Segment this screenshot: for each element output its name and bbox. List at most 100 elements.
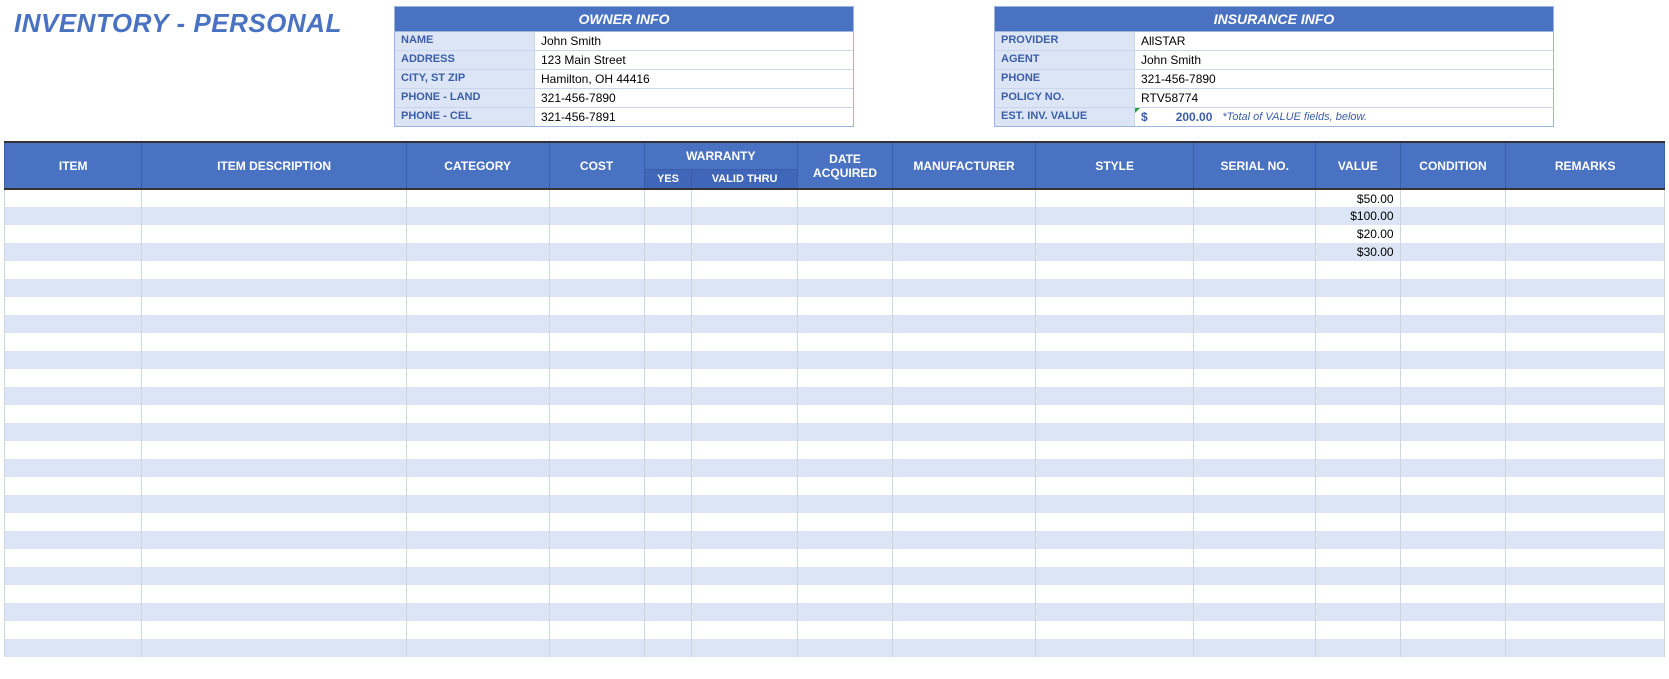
- table-cell[interactable]: [406, 585, 549, 603]
- table-cell[interactable]: [142, 207, 406, 225]
- col-serial[interactable]: SERIAL NO.: [1194, 142, 1316, 189]
- table-cell[interactable]: [1506, 549, 1665, 567]
- table-cell[interactable]: [644, 459, 692, 477]
- table-cell[interactable]: [644, 369, 692, 387]
- table-cell[interactable]: [1194, 225, 1316, 243]
- table-cell[interactable]: [1316, 333, 1401, 351]
- table-cell[interactable]: [142, 297, 406, 315]
- table-cell[interactable]: [797, 477, 892, 495]
- table-cell[interactable]: [893, 603, 1036, 621]
- table-cell[interactable]: [692, 531, 798, 549]
- table-cell[interactable]: [1506, 585, 1665, 603]
- table-cell[interactable]: [1400, 513, 1506, 531]
- table-cell[interactable]: [1400, 531, 1506, 549]
- table-cell[interactable]: [406, 333, 549, 351]
- table-cell[interactable]: [1506, 531, 1665, 549]
- table-cell[interactable]: [1400, 387, 1506, 405]
- table-cell[interactable]: [1035, 441, 1194, 459]
- table-cell[interactable]: [142, 531, 406, 549]
- table-cell[interactable]: [549, 369, 644, 387]
- table-cell[interactable]: [644, 405, 692, 423]
- table-cell[interactable]: [797, 639, 892, 657]
- table-cell[interactable]: [1400, 585, 1506, 603]
- table-cell[interactable]: [893, 279, 1036, 297]
- table-cell[interactable]: [549, 495, 644, 513]
- col-date-acquired[interactable]: DATE ACQUIRED: [797, 142, 892, 189]
- col-style[interactable]: STYLE: [1035, 142, 1194, 189]
- table-row[interactable]: [5, 315, 1665, 333]
- table-cell[interactable]: [797, 333, 892, 351]
- table-cell[interactable]: [5, 603, 142, 621]
- table-cell[interactable]: $100.00: [1316, 207, 1401, 225]
- table-cell[interactable]: [1316, 567, 1401, 585]
- table-cell[interactable]: [692, 639, 798, 657]
- table-cell[interactable]: [893, 495, 1036, 513]
- table-cell[interactable]: [797, 423, 892, 441]
- table-cell[interactable]: [142, 243, 406, 261]
- table-cell[interactable]: [1506, 405, 1665, 423]
- table-cell[interactable]: [797, 549, 892, 567]
- table-cell[interactable]: [549, 243, 644, 261]
- table-cell[interactable]: [1035, 459, 1194, 477]
- table-cell[interactable]: [1400, 495, 1506, 513]
- table-cell[interactable]: [1194, 351, 1316, 369]
- table-row[interactable]: [5, 495, 1665, 513]
- table-cell[interactable]: [1035, 297, 1194, 315]
- table-row[interactable]: [5, 567, 1665, 585]
- table-row[interactable]: [5, 513, 1665, 531]
- table-cell[interactable]: [893, 351, 1036, 369]
- col-warranty[interactable]: WARRANTY: [644, 142, 797, 170]
- table-row[interactable]: [5, 441, 1665, 459]
- table-cell[interactable]: [549, 513, 644, 531]
- table-cell[interactable]: [142, 495, 406, 513]
- table-cell[interactable]: [1035, 513, 1194, 531]
- table-cell[interactable]: [549, 567, 644, 585]
- table-cell[interactable]: [1400, 405, 1506, 423]
- table-cell[interactable]: [1400, 333, 1506, 351]
- table-cell[interactable]: [549, 333, 644, 351]
- table-cell[interactable]: [142, 441, 406, 459]
- table-cell[interactable]: [692, 585, 798, 603]
- table-cell[interactable]: [644, 279, 692, 297]
- table-cell[interactable]: [797, 603, 892, 621]
- table-cell[interactable]: [1506, 225, 1665, 243]
- table-cell[interactable]: [1194, 297, 1316, 315]
- table-cell[interactable]: [406, 243, 549, 261]
- table-cell[interactable]: [797, 315, 892, 333]
- col-category[interactable]: CATEGORY: [406, 142, 549, 189]
- table-cell[interactable]: [142, 513, 406, 531]
- table-cell[interactable]: [893, 405, 1036, 423]
- table-cell[interactable]: [644, 423, 692, 441]
- table-cell[interactable]: [1194, 207, 1316, 225]
- table-cell[interactable]: [1194, 477, 1316, 495]
- table-cell[interactable]: [1035, 189, 1194, 207]
- table-cell[interactable]: [1035, 405, 1194, 423]
- table-cell[interactable]: [893, 387, 1036, 405]
- table-cell[interactable]: [406, 603, 549, 621]
- table-cell[interactable]: [1035, 495, 1194, 513]
- table-cell[interactable]: [1400, 279, 1506, 297]
- table-row[interactable]: $30.00: [5, 243, 1665, 261]
- table-row[interactable]: [5, 585, 1665, 603]
- table-row[interactable]: [5, 405, 1665, 423]
- table-cell[interactable]: [692, 513, 798, 531]
- table-cell[interactable]: [797, 279, 892, 297]
- table-cell[interactable]: [1506, 423, 1665, 441]
- table-cell[interactable]: [797, 225, 892, 243]
- table-cell[interactable]: [5, 225, 142, 243]
- table-cell[interactable]: [1194, 603, 1316, 621]
- table-cell[interactable]: [5, 333, 142, 351]
- table-cell[interactable]: [692, 567, 798, 585]
- table-cell[interactable]: [692, 261, 798, 279]
- table-cell[interactable]: [549, 225, 644, 243]
- table-cell[interactable]: [142, 351, 406, 369]
- table-cell[interactable]: [797, 369, 892, 387]
- table-cell[interactable]: [1035, 621, 1194, 639]
- table-cell[interactable]: [692, 603, 798, 621]
- table-cell[interactable]: [1506, 513, 1665, 531]
- table-cell[interactable]: [5, 495, 142, 513]
- table-cell[interactable]: [797, 189, 892, 207]
- table-cell[interactable]: [644, 621, 692, 639]
- table-cell[interactable]: [5, 585, 142, 603]
- table-cell[interactable]: [893, 549, 1036, 567]
